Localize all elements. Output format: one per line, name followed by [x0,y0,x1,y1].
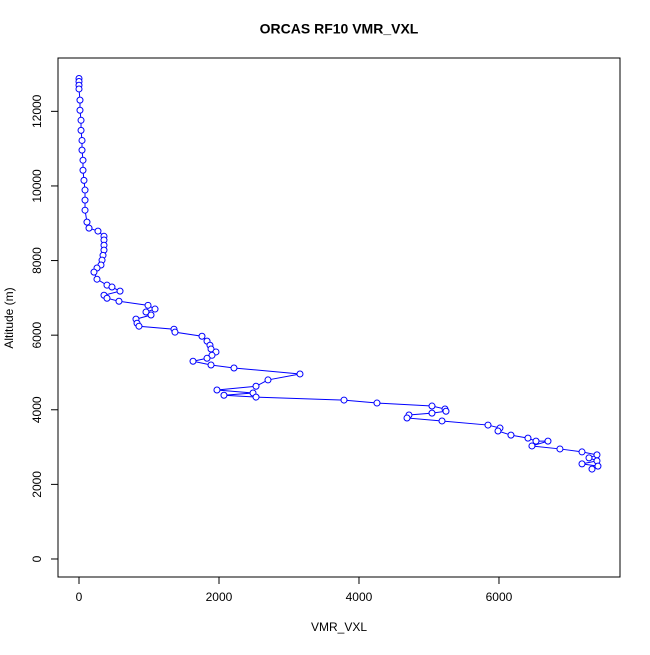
x-axis-label: VMR_VXL [311,620,367,634]
data-point [108,283,116,291]
data-point [593,451,601,459]
data-point [532,437,540,445]
data-point [220,391,228,399]
data-point [93,275,101,283]
data-point [524,434,532,442]
data-point [81,196,89,204]
data-point [198,332,206,340]
data-point [428,402,436,410]
data-point [79,156,87,164]
data-point [81,186,89,194]
data-point [340,396,348,404]
data-point [264,376,272,384]
data-point [556,445,564,453]
data-point [403,414,411,422]
data-point [135,322,143,330]
data-point [588,465,596,473]
data-point [147,311,155,319]
data-point [75,85,83,93]
data-point [252,382,260,390]
data-point [578,448,586,456]
data-point [189,357,197,365]
data-point [81,206,89,214]
data-point [90,268,98,276]
data-point [230,364,238,372]
data-point [208,351,216,359]
data-point [578,460,586,468]
data-point [80,176,88,184]
data-point [428,409,436,417]
y-tick-label: 0 [30,555,44,562]
data-point [252,393,260,401]
data-point [544,437,552,445]
y-tick-label: 10000 [30,169,44,203]
y-tick-label: 2000 [30,471,44,498]
data-point [142,308,150,316]
data-point [594,462,602,470]
x-tick-label: 2000 [206,590,233,604]
data-point [78,146,86,154]
data-point [115,297,123,305]
data-point [438,417,446,425]
data-point [77,116,85,124]
data-point [484,421,492,429]
data-point [77,126,85,134]
data-point [507,431,515,439]
data-point [203,354,211,362]
data-point [442,407,450,415]
data-point [76,96,84,104]
data-point [373,399,381,407]
plot-frame [57,57,621,578]
x-tick-label: 6000 [486,590,513,604]
data-point [296,370,304,378]
data-point [78,136,86,144]
data-point [79,166,87,174]
x-tick-label: 0 [76,590,83,604]
x-tick-label: 4000 [346,590,373,604]
data-point [151,305,159,313]
data-point [94,227,102,235]
data-point [207,361,215,369]
data-point [213,386,221,394]
data-point [528,442,536,450]
data-point [494,427,502,435]
chart-title: ORCAS RF10 VMR_VXL [260,21,419,37]
data-point [171,328,179,336]
data-point [585,454,593,462]
y-tick-label: 6000 [30,321,44,348]
y-tick-label: 12000 [30,94,44,128]
y-tick-label: 4000 [30,396,44,423]
data-point [103,294,111,302]
y-tick-label: 8000 [30,247,44,274]
data-point [76,106,84,114]
data-point [85,224,93,232]
data-point [83,218,91,226]
y-axis-label: Altitude (m) [2,287,16,348]
data-point [116,287,124,295]
data-point [144,301,152,309]
